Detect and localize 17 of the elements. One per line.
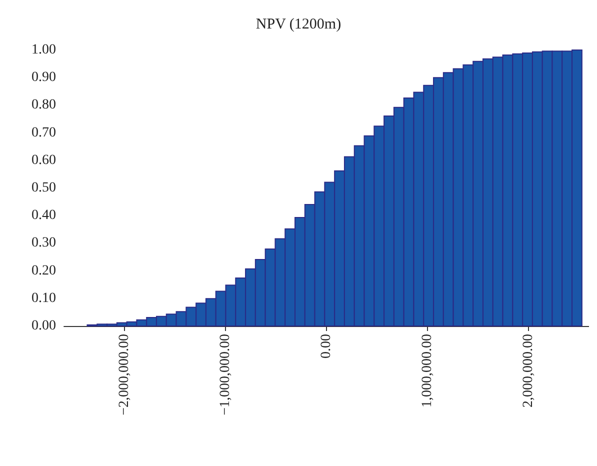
y-tick-label: 0.40 [32,208,56,224]
y-tick-label: 0.90 [32,70,56,86]
y-tick-label: 0.30 [32,236,56,251]
x-tick-label: −2,000,000.00 [117,334,132,416]
chart-title: NPV (1200m) [256,16,342,32]
y-tick-label: 0.10 [32,290,56,306]
y-tick-label: 0.00 [32,318,56,334]
y-tick-label: 0.60 [32,152,56,168]
x-tick-label: 1,000,000.00 [420,334,435,408]
x-tick-label: −1,000,000.00 [218,334,234,416]
y-tick-label: 1.00 [32,42,56,58]
y-tick-label: 0.20 [32,263,56,278]
x-tick-label: 0.00 [319,334,334,358]
x-tick-label: 2,000,000.00 [520,334,536,408]
y-tick-label: 0.70 [32,125,56,140]
y-tick-label: 0.80 [32,98,56,113]
y-tick-label: 0.50 [32,180,56,196]
